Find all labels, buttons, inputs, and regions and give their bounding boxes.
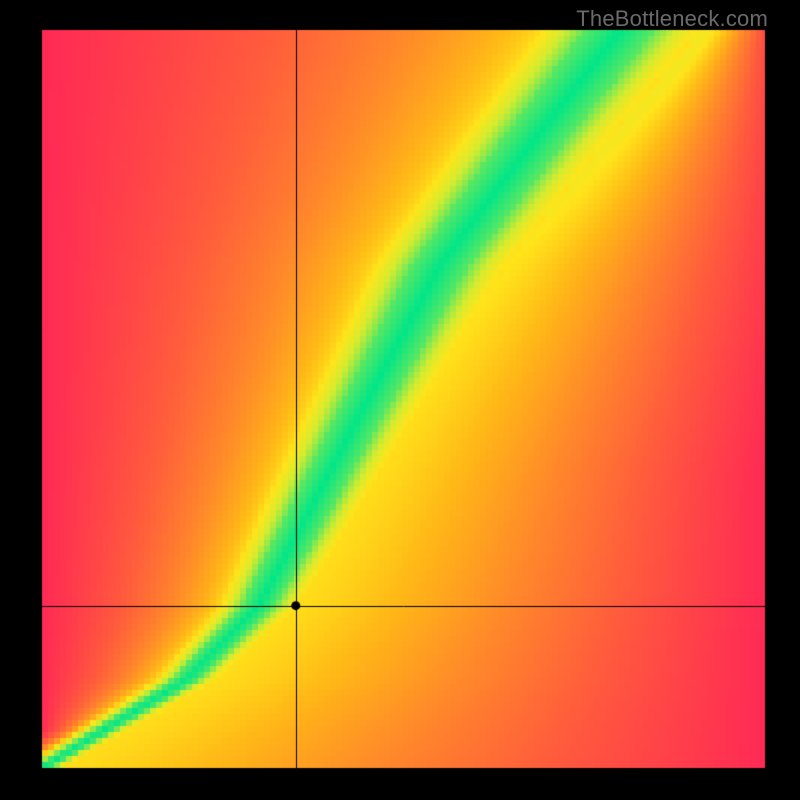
bottleneck-heatmap [0,0,800,800]
watermark-text: TheBottleneck.com [576,6,768,32]
